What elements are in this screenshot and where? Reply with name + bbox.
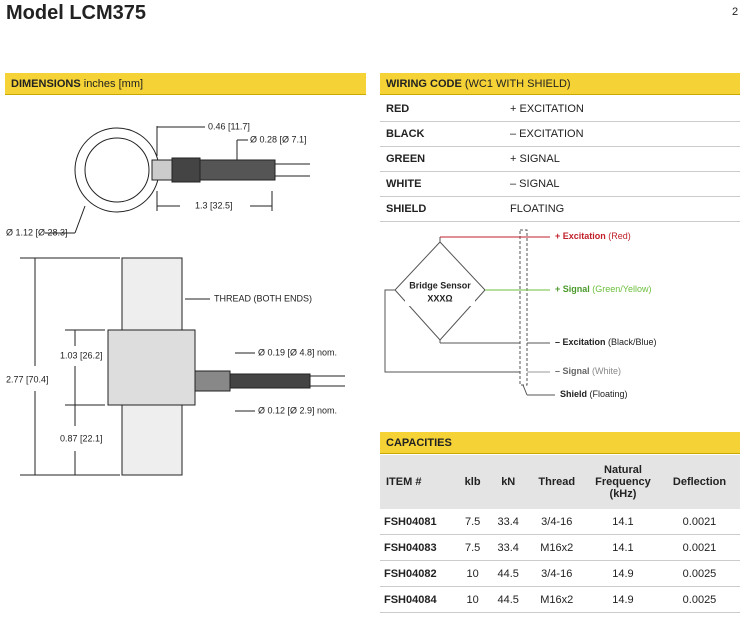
wiring-row: WHITE – SIGNAL (380, 171, 740, 197)
capacities-heading: CAPACITIES (380, 432, 740, 454)
capacity-cell: 33.4 (489, 509, 527, 535)
lead-label: – Signal (555, 366, 590, 376)
lead-label: Shield (560, 389, 587, 399)
capacity-cell: M16x2 (526, 534, 587, 561)
wiring-cell: – EXCITATION (504, 121, 740, 147)
capacity-cell: 14.1 (586, 534, 659, 561)
lead: + Signal (Green/Yellow) (555, 284, 651, 294)
dim-label: 0.87 [22.1] (60, 433, 103, 443)
wiring-cell: GREEN (380, 146, 504, 172)
dim-label: Ø 0.12 [Ø 2.9] nom. (258, 405, 337, 415)
lead-label: + Excitation (555, 231, 606, 241)
lead: Shield (Floating) (560, 389, 628, 399)
capacity-cell: 44.5 (489, 586, 527, 613)
lead: + Excitation (Red) (555, 231, 631, 241)
wiring-table: RED + EXCITATION BLACK – EXCITATION GREEN + S… (380, 97, 740, 222)
capacity-cell: 14.1 (586, 509, 659, 535)
dimensions-heading: DIMENSIONS inches [mm] (5, 73, 366, 95)
capacities-table: ITEM # klb kN Thread Natural Frequency (kHz)… (380, 455, 740, 613)
wiring-row: BLACK – EXCITATION (380, 121, 740, 147)
capacity-cell: 10 (455, 560, 490, 587)
heading: WIRING CODE (386, 78, 462, 90)
dim-label: 1.03 [26.2] (60, 350, 103, 360)
capacity-cell: 14.9 (586, 586, 659, 613)
capacity-cell: 3/4-16 (526, 509, 587, 535)
heading: CAPACITIES (386, 437, 452, 449)
wiring-cell: WHITE (380, 171, 504, 197)
column-header: Thread (526, 455, 587, 509)
wiring-row: RED + EXCITATION (380, 97, 740, 122)
wiring-cell: FLOATING (504, 196, 740, 222)
unit: inches [mm] (83, 78, 144, 90)
capacity-cell: 7.5 (455, 509, 490, 535)
capacity-cell: 0.0021 (658, 509, 740, 535)
subheading: (WC1 WITH SHIELD) (464, 78, 571, 90)
capacity-row: FSH04081 7.5 33.4 3/4-16 14.1 0.0021 (380, 509, 740, 535)
dim-label: 1.3 [32.5] (195, 200, 233, 210)
column-header: klb (455, 455, 490, 509)
dim-label: 0.46 [11.7] (208, 121, 250, 131)
lead-note: (Red) (608, 231, 631, 241)
capacity-cell: 7.5 (455, 534, 490, 561)
capacity-cell: FSH04084 (380, 586, 456, 613)
lead-note: (Floating) (590, 389, 628, 399)
wiring-row: GREEN + SIGNAL (380, 146, 740, 172)
page-number: 2 (732, 6, 739, 18)
heading: DIMENSIONS (11, 78, 81, 90)
wiring-diagram: Bridge Sensor XXXΩ + Excitation (Red) + … (384, 229, 657, 399)
capacity-row: FSH04083 7.5 33.4 M16x2 14.1 0.0021 (380, 534, 740, 561)
title: Model LCM375 (6, 2, 147, 24)
column-header: Natural Frequency (kHz) (586, 455, 659, 509)
lead-label: – Excitation (555, 337, 606, 347)
capacity-row: FSH04084 10 44.5 M16x2 14.9 0.0025 (380, 586, 740, 613)
capacity-cell: FSH04082 (380, 560, 456, 587)
lead-note: (White) (592, 366, 621, 376)
capacity-cell: FSH04083 (380, 534, 456, 561)
wiring-row: SHIELD FLOATING (380, 196, 740, 222)
dim-label: Ø 0.19 [Ø 4.8] nom. (258, 347, 337, 357)
dimension-drawing: 0.46 [11.7] Ø 0.28 [Ø 7.1] 1.3 [32.5] Ø … (6, 121, 345, 476)
lead-note: (Green/Yellow) (592, 284, 651, 294)
column-header: kN (489, 455, 527, 509)
column-header: ITEM # (380, 455, 456, 509)
sensor-resistance: XXXΩ (427, 293, 452, 303)
wiring-cell: SHIELD (380, 196, 504, 222)
header-row: ITEM # klb kN Thread Natural Frequency (kHz)… (380, 455, 740, 509)
lead-label: + Signal (555, 284, 590, 294)
lead-note: (Black/Blue) (608, 337, 657, 347)
lead: – Excitation (Black/Blue) (555, 337, 657, 347)
capacity-cell: FSH04081 (380, 509, 456, 535)
column-header: Deflection (658, 455, 740, 509)
dim-label: Ø 1.12 [Ø 28.3] (6, 227, 68, 237)
capacity-cell: M16x2 (526, 586, 587, 613)
wiring-cell: – SIGNAL (504, 171, 740, 197)
capacity-cell: 33.4 (489, 534, 527, 561)
capacity-cell: 10 (455, 586, 490, 613)
dim-label: THREAD (BOTH ENDS) (214, 293, 312, 303)
lead: – Signal (White) (555, 366, 621, 376)
wiring-cell: BLACK (380, 121, 504, 147)
wiring-cell: RED (380, 97, 504, 122)
dim-label: 2.77 [70.4] (6, 374, 49, 384)
wiring-heading: WIRING CODE (WC1 WITH SHIELD) (380, 73, 740, 95)
capacity-cell: 3/4-16 (526, 560, 587, 587)
wiring-cell: + EXCITATION (504, 97, 740, 122)
capacity-row: FSH04082 10 44.5 3/4-16 14.9 0.0025 (380, 560, 740, 587)
capacity-cell: 14.9 (586, 560, 659, 587)
sensor-label: Bridge Sensor (409, 280, 471, 290)
capacity-cell: 0.0025 (658, 560, 740, 587)
capacity-cell: 0.0025 (658, 586, 740, 613)
dim-label: Ø 0.28 [Ø 7.1] (250, 134, 307, 144)
capacity-cell: 0.0021 (658, 534, 740, 561)
capacity-cell: 44.5 (489, 560, 527, 587)
wiring-cell: + SIGNAL (504, 146, 740, 172)
